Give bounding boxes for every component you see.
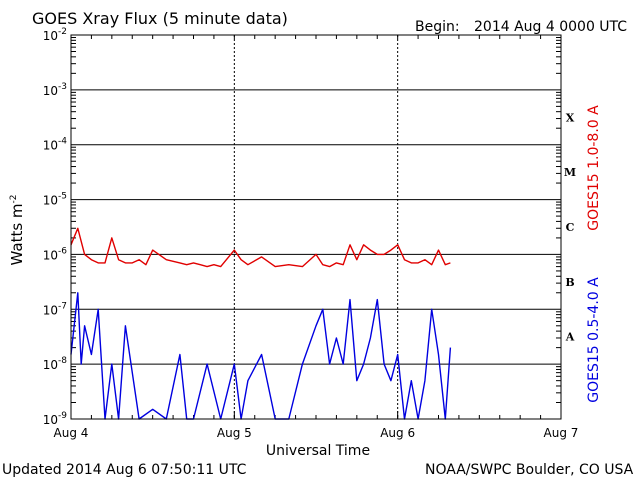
flare-class-labels: X M C B A <box>564 111 576 343</box>
series-line-1 <box>70 292 452 420</box>
plot-frame <box>70 34 562 420</box>
updated-timestamp: Updated 2014 Aug 6 07:50:11 UTC <box>2 462 247 478</box>
y-tick-label: 10-3 <box>43 82 67 98</box>
grid-lines <box>71 34 561 420</box>
x-ticks: Aug 4 Aug 5 Aug 6 Aug 7 <box>54 35 579 440</box>
y-tick-label: 10-9 <box>43 411 68 427</box>
series-label-short: GOES15 0.5-4.0 A <box>586 277 602 403</box>
series-label-long: GOES15 1.0-8.0 A <box>586 105 602 231</box>
flare-class-a: A <box>565 331 575 344</box>
flare-class-m: M <box>564 166 576 179</box>
y-tick-label: 10-8 <box>43 356 68 372</box>
x-axis-label: Universal Time <box>266 443 370 459</box>
y-tick-label: 10-5 <box>43 192 67 208</box>
y-axis-label-exp: -2 <box>9 194 19 203</box>
flare-class-b: B <box>565 276 574 289</box>
series-layer <box>70 227 452 420</box>
series-line-0 <box>70 227 451 268</box>
x-tick-label: Aug 4 <box>54 426 89 440</box>
chart-title: GOES Xray Flux (5 minute data) <box>32 9 288 28</box>
y-ticks: 10-2 10-3 10-4 10-5 10-6 10-7 10-8 10-9 <box>43 27 561 427</box>
begin-value: 2014 Aug 4 0000 UTC <box>474 19 627 35</box>
y-tick-label: 10-7 <box>43 301 67 317</box>
y-tick-label: 10-4 <box>43 137 68 153</box>
flare-class-x: X <box>566 111 575 124</box>
credit-text: NOAA/SWPC Boulder, CO USA <box>425 462 634 478</box>
x-tick-label: Aug 7 <box>544 426 579 440</box>
y-tick-label: 10-6 <box>43 246 68 262</box>
begin-label: Begin: <box>415 19 460 35</box>
x-tick-label: Aug 6 <box>380 426 415 440</box>
y-axis-label-base: Watts m <box>8 203 26 265</box>
y-axis-label: Watts m-2 <box>8 194 26 265</box>
y-tick-label: 10-2 <box>43 27 67 43</box>
flare-class-c: C <box>566 221 575 234</box>
x-tick-label: Aug 5 <box>217 426 252 440</box>
